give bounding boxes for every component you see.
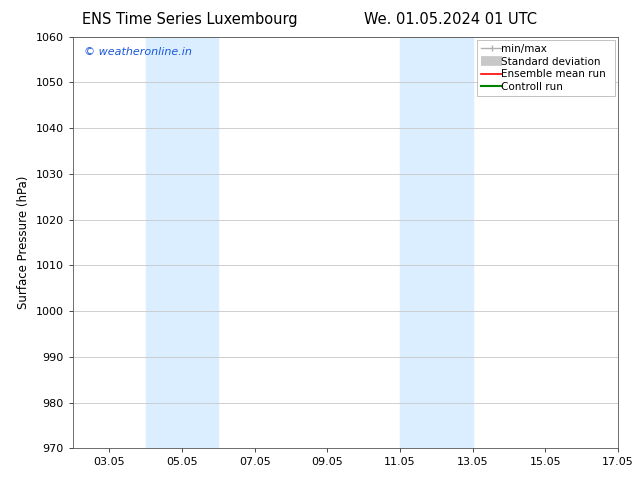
- Text: We. 01.05.2024 01 UTC: We. 01.05.2024 01 UTC: [364, 12, 536, 27]
- Bar: [400, 37, 473, 448]
- Legend: min/max, Standard deviation, Ensemble mean run, Controll run: min/max, Standard deviation, Ensemble me…: [477, 40, 615, 96]
- Bar: [146, 37, 218, 448]
- Text: ENS Time Series Luxembourg: ENS Time Series Luxembourg: [82, 12, 298, 27]
- Y-axis label: Surface Pressure (hPa): Surface Pressure (hPa): [17, 176, 30, 309]
- Text: © weatheronline.in: © weatheronline.in: [84, 47, 191, 57]
